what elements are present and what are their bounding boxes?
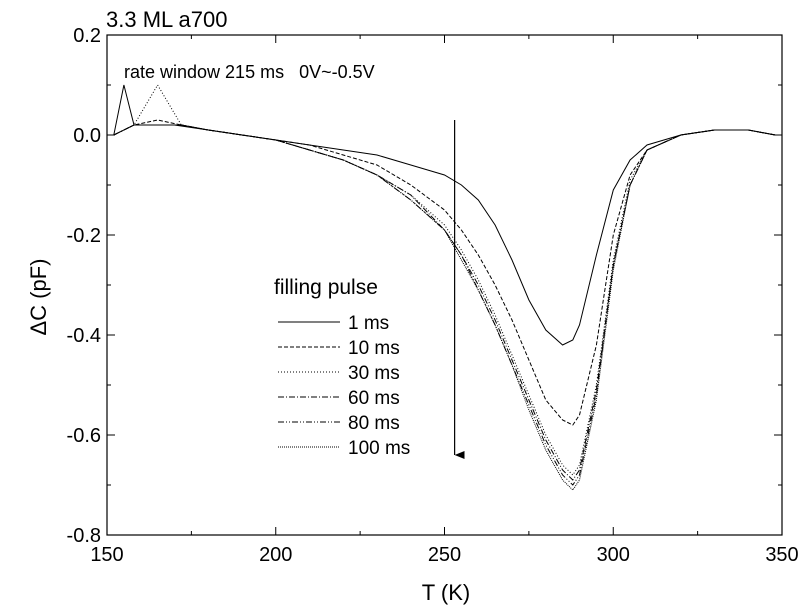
y-tick-label: -0.2	[67, 225, 101, 247]
legend-label: 30 ms	[348, 363, 400, 384]
y-tick-label: -0.6	[67, 425, 101, 447]
series-line-2	[113, 119, 776, 426]
chart-annotation: rate window 215 ms 0V~-0.5V	[124, 62, 375, 82]
axes-layer: 150 200 250 300 350 0.2 0.0 -0.2 -0.4 -0.6 -0.8	[67, 25, 799, 566]
x-tick-label: 350	[765, 544, 798, 566]
legend-label: 100 ms	[348, 438, 410, 459]
legend-label: 60 ms	[348, 388, 400, 409]
legend: filling pulse 1 ms 10 ms 30 ms 60 ms 80 ms 10…	[274, 276, 410, 459]
series-layer	[113, 84, 776, 491]
y-tick-label: 0.2	[73, 25, 101, 47]
legend-label: 10 ms	[348, 338, 400, 359]
y-tick-label: 0.0	[73, 125, 101, 147]
y-axis-label: ΔC (pF)	[26, 258, 51, 335]
plot-frame	[106, 34, 783, 536]
series-line-4	[113, 124, 776, 481]
chart-title: 3.3 ML a700	[106, 7, 228, 32]
series-line-5	[113, 124, 776, 486]
legend-label: 80 ms	[348, 413, 400, 434]
x-tick-label: 300	[597, 544, 630, 566]
y-tick-label: -0.4	[67, 325, 101, 347]
x-tick-label: 150	[90, 544, 123, 566]
legend-title: filling pulse	[274, 276, 378, 299]
series-line-1	[113, 84, 776, 346]
legend-label: 1 ms	[348, 313, 389, 334]
series-line-3	[113, 84, 776, 476]
x-tick-label: 250	[428, 544, 461, 566]
y-tick-label: -0.8	[67, 525, 101, 547]
x-axis-label: T (K)	[422, 580, 470, 605]
series-line-6	[113, 124, 776, 491]
x-tick-label: 200	[259, 544, 292, 566]
